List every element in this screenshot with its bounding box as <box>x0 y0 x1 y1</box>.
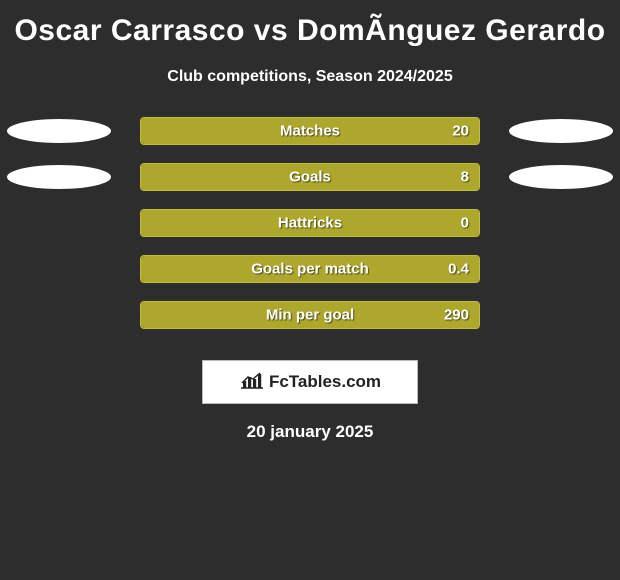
date-label: 20 january 2025 <box>0 422 620 442</box>
bar-value: 0.4 <box>448 261 469 278</box>
stat-row: Matches 20 <box>0 108 620 154</box>
bar-chart-icon <box>239 370 265 395</box>
left-ellipse <box>4 117 114 145</box>
stat-row: Goals per match 0.4 <box>0 246 620 292</box>
bar-label: Matches <box>280 123 340 140</box>
bar-value: 20 <box>452 123 469 140</box>
bar-track: Goals per match 0.4 <box>140 255 480 283</box>
stat-row: Hattricks 0 <box>0 200 620 246</box>
bar-label: Min per goal <box>266 307 354 324</box>
logo-box: FcTables.com <box>202 360 418 404</box>
bar-label: Goals per match <box>251 261 369 278</box>
bar-track: Goals 8 <box>140 163 480 191</box>
bar-label: Hattricks <box>278 215 342 232</box>
page-title: Oscar Carrasco vs DomÃ­nguez Gerardo <box>0 8 620 50</box>
bar-value: 8 <box>461 169 469 186</box>
bar-label: Goals <box>289 169 331 186</box>
logo-text: FcTables.com <box>269 372 381 392</box>
stat-row: Goals 8 <box>0 154 620 200</box>
bar-track: Min per goal 290 <box>140 301 480 329</box>
comparison-chart: Matches 20 Goals 8 Hattricks 0 Goals per mat… <box>0 98 620 338</box>
right-ellipse <box>506 163 616 191</box>
bar-track: Matches 20 <box>140 117 480 145</box>
stat-row: Min per goal 290 <box>0 292 620 338</box>
bar-value: 290 <box>444 307 469 324</box>
right-ellipse <box>506 117 616 145</box>
subtitle: Club competitions, Season 2024/2025 <box>0 50 620 98</box>
bar-value: 0 <box>461 215 469 232</box>
left-ellipse <box>4 163 114 191</box>
bar-track: Hattricks 0 <box>140 209 480 237</box>
